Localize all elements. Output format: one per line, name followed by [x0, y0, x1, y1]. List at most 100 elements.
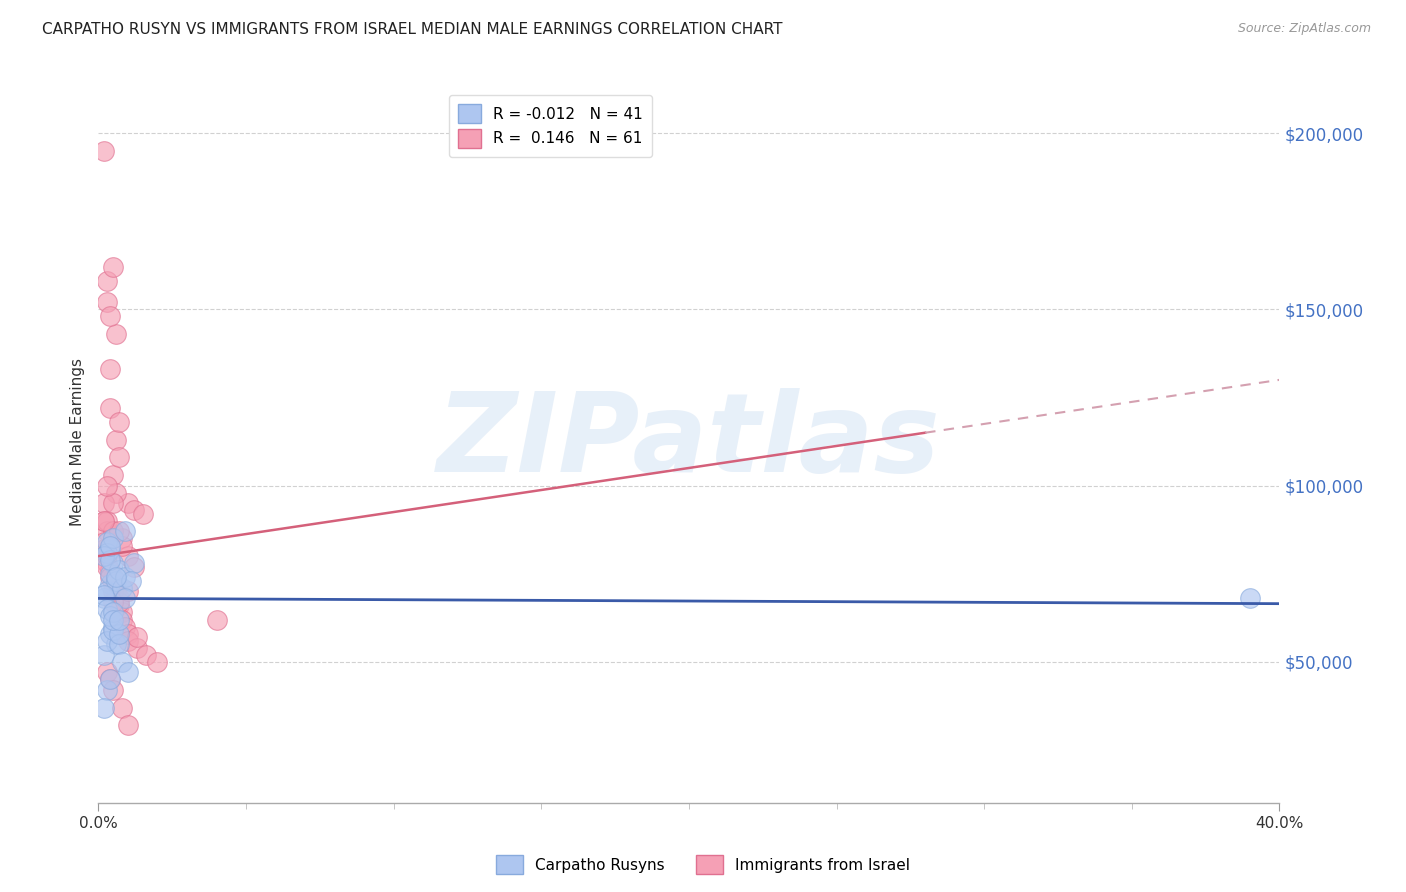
Point [105, 433, 128, 447]
Point [93, 144, 115, 158]
Point [108, 613, 131, 627]
Point [132, 507, 155, 521]
Point [103, 623, 125, 637]
Point [111, 655, 134, 669]
Point [103, 556, 125, 570]
Point [96, 584, 118, 599]
Point [96, 295, 118, 310]
Point [114, 524, 136, 539]
Point [96, 514, 118, 528]
Point [98, 577, 121, 591]
Point [98, 673, 121, 687]
Point [114, 591, 136, 606]
Point [120, 574, 142, 588]
Point [125, 640, 148, 655]
Point [117, 626, 139, 640]
Point [103, 468, 125, 483]
Point [108, 599, 131, 613]
Point [103, 595, 125, 609]
Y-axis label: Median Male Earnings: Median Male Earnings [70, 358, 86, 525]
Point [93, 648, 115, 662]
Point [111, 606, 134, 620]
Point [1239, 591, 1261, 606]
Text: ZIPatlas: ZIPatlas [437, 388, 941, 495]
Point [122, 556, 145, 570]
Point [98, 362, 121, 376]
Point [93, 535, 115, 549]
Point [98, 563, 121, 577]
Point [108, 450, 131, 465]
Point [108, 626, 131, 640]
Point [105, 637, 128, 651]
Point [96, 545, 118, 559]
Point [125, 630, 148, 644]
Point [146, 655, 169, 669]
Point [96, 665, 118, 680]
Point [93, 542, 115, 557]
Point [93, 496, 115, 510]
Point [103, 606, 125, 620]
Point [117, 549, 139, 563]
Point [122, 503, 145, 517]
Point [103, 613, 125, 627]
Point [108, 524, 131, 539]
Point [103, 577, 125, 591]
Point [108, 637, 131, 651]
Point [117, 584, 139, 599]
Point [103, 532, 125, 546]
Point [108, 563, 131, 577]
Point [122, 559, 145, 574]
Point [98, 566, 121, 581]
Point [117, 496, 139, 510]
Point [98, 609, 121, 624]
Point [93, 591, 115, 606]
Point [98, 626, 121, 640]
Point [205, 613, 228, 627]
Point [103, 260, 125, 274]
Point [96, 633, 118, 648]
Point [103, 496, 125, 510]
Point [117, 665, 139, 680]
Point [111, 700, 134, 714]
Point [111, 532, 134, 546]
Point [98, 539, 121, 553]
Point [96, 559, 118, 574]
Point [111, 581, 134, 595]
Point [93, 514, 115, 528]
Point [105, 570, 128, 584]
Point [105, 485, 128, 500]
Point [103, 683, 125, 698]
Text: CARPATHO RUSYN VS IMMIGRANTS FROM ISRAEL MEDIAN MALE EARNINGS CORRELATION CHART: CARPATHO RUSYN VS IMMIGRANTS FROM ISRAEL… [42, 22, 783, 37]
Point [93, 700, 115, 714]
Point [96, 556, 118, 570]
Point [96, 274, 118, 288]
Point [114, 619, 136, 633]
Point [96, 524, 118, 539]
Point [105, 326, 128, 341]
Point [96, 602, 118, 616]
Point [117, 633, 139, 648]
Point [93, 588, 115, 602]
Text: Source: ZipAtlas.com: Source: ZipAtlas.com [1237, 22, 1371, 36]
Point [103, 584, 125, 599]
Point [108, 591, 131, 606]
Point [111, 613, 134, 627]
Legend: R = -0.012   N = 41, R =  0.146   N = 61: R = -0.012 N = 41, R = 0.146 N = 61 [449, 95, 652, 157]
Point [103, 524, 125, 539]
Point [96, 549, 118, 563]
Point [108, 595, 131, 609]
Point [96, 545, 118, 559]
Point [93, 549, 115, 563]
Point [114, 570, 136, 584]
Point [103, 570, 125, 584]
Legend: Carpatho Rusyns, Immigrants from Israel: Carpatho Rusyns, Immigrants from Israel [489, 849, 917, 880]
Point [108, 415, 131, 429]
Point [135, 648, 157, 662]
Point [96, 478, 118, 492]
Point [93, 514, 115, 528]
Point [103, 619, 125, 633]
Point [98, 542, 121, 557]
Point [111, 539, 134, 553]
Point [98, 570, 121, 584]
Point [98, 310, 121, 324]
